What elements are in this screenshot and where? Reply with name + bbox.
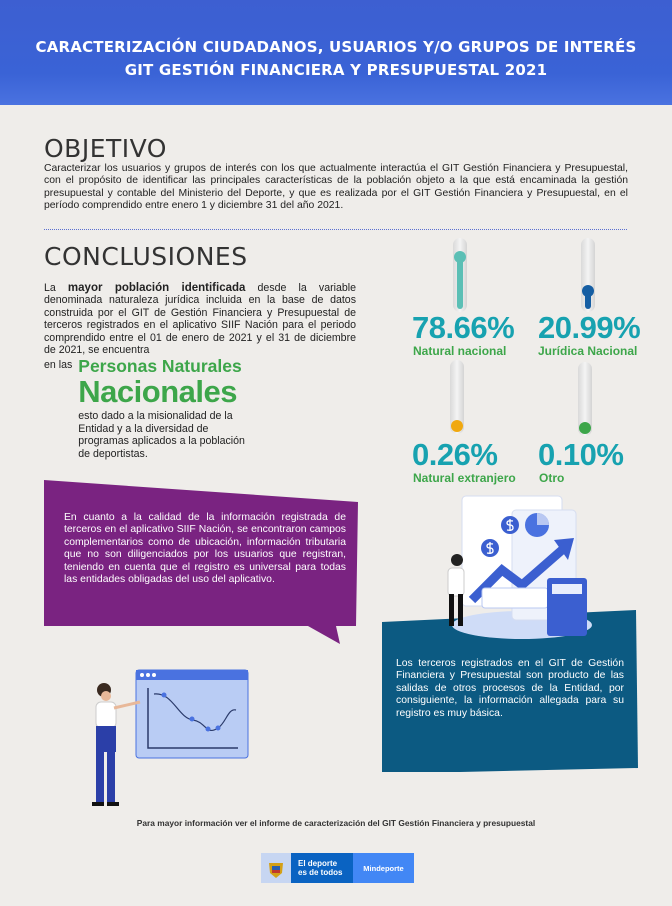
highlight-line-1: Personas Naturales bbox=[78, 356, 242, 377]
stat-label: Jurídica Nacional bbox=[538, 344, 638, 358]
objetivo-heading: OBJETIVO bbox=[44, 134, 167, 163]
purple-speech-box bbox=[44, 480, 358, 644]
stat-value: 0.26% bbox=[412, 437, 498, 472]
highlight-row: en las Personas Naturales Nacionales est… bbox=[44, 357, 356, 460]
conclusion-block: La mayor población identificada desde la… bbox=[44, 282, 356, 460]
stat-value: 0.10% bbox=[538, 437, 624, 472]
woman-chart-illustration-icon bbox=[92, 669, 249, 806]
intro-rest: desde la variable denominada naturaleza … bbox=[44, 282, 356, 357]
gauge-2 bbox=[450, 360, 464, 434]
finance-illustration-icon bbox=[447, 495, 592, 639]
gauge-fill bbox=[585, 288, 591, 309]
conclusion-intro: La mayor población identificada desde la… bbox=[44, 282, 356, 356]
gauge-1 bbox=[581, 238, 595, 312]
gauge-knob bbox=[451, 419, 463, 432]
coat-of-arms-icon bbox=[261, 853, 291, 883]
logo-slogan: El deporte es de todos bbox=[291, 853, 353, 883]
gauge-knob bbox=[454, 250, 466, 263]
title-line-1: CARACTERIZACIÓN CIUDADANOS, USUARIOS Y/O… bbox=[35, 38, 637, 56]
stat-label: Natural nacional bbox=[413, 344, 507, 358]
gauge-fill bbox=[457, 253, 463, 309]
header-banner: CARACTERIZACIÓN CIUDADANOS, USUARIOS Y/O… bbox=[0, 0, 672, 105]
stat-value: 20.99% bbox=[538, 310, 641, 345]
logo-brand: Mindeporte bbox=[353, 853, 414, 883]
objetivo-text: Caracterizar los usuarios y grupos de in… bbox=[44, 163, 628, 212]
blue-box-text: Los terceros registrados en el GIT de Ge… bbox=[396, 658, 624, 719]
stat-label: Natural extranjero bbox=[413, 471, 516, 485]
intro-bold: mayor población identificada bbox=[67, 282, 246, 294]
purple-box-text: En cuanto a la calidad de la información… bbox=[64, 512, 346, 586]
gauge-knob bbox=[579, 421, 591, 434]
gauge-0 bbox=[453, 238, 467, 312]
footer-note: Para mayor información ver el informe de… bbox=[136, 818, 536, 828]
gauge-knob bbox=[582, 285, 594, 298]
highlight-group: Personas Naturales Nacionales esto dado … bbox=[78, 357, 258, 460]
intro-prefix: La bbox=[44, 282, 68, 294]
en-las: en las bbox=[44, 359, 73, 372]
title-line-2: GIT GESTIÓN FINANCIERA Y PRESUPUESTAL 20… bbox=[124, 61, 548, 79]
highlight-line-2: Nacionales bbox=[78, 374, 237, 410]
stat-value: 78.66% bbox=[412, 310, 515, 345]
divider bbox=[44, 229, 627, 230]
blue-speech-box bbox=[382, 610, 638, 772]
mindeporte-logo: El deporte es de todos Mindeporte bbox=[261, 853, 414, 883]
conclusion-after: esto dado a la misionalidad de la Entida… bbox=[78, 410, 245, 460]
stat-label: Otro bbox=[539, 471, 565, 485]
gauge-3 bbox=[578, 362, 592, 436]
logo-line-1: El deporte bbox=[298, 859, 338, 868]
conclusiones-heading: CONCLUSIONES bbox=[44, 242, 248, 271]
logo-line-2: es de todos bbox=[298, 868, 343, 877]
